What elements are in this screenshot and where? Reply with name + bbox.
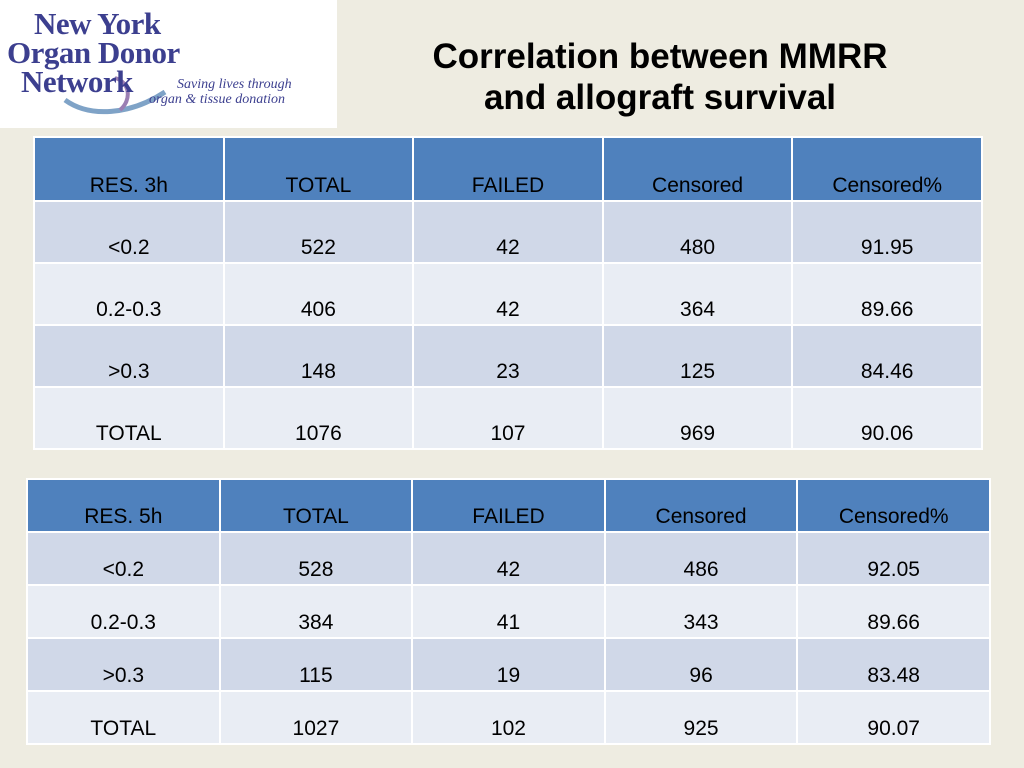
header-cell: FAILED xyxy=(412,136,604,202)
table-cell: 528 xyxy=(218,531,414,586)
table-cell: 1076 xyxy=(222,386,415,450)
table-cell: 115 xyxy=(218,637,414,692)
logo-line-2: Organ Donor xyxy=(7,35,180,70)
header-cell: Censored xyxy=(601,136,794,202)
table-cell: TOTAL xyxy=(33,386,225,450)
table-cell: 83.48 xyxy=(796,637,991,692)
table-cell: 364 xyxy=(601,262,794,326)
table-cell: 90.06 xyxy=(791,386,983,450)
title-line-2: and allograft survival xyxy=(483,78,837,117)
table-row: <0.2 528 42 486 92.05 xyxy=(26,531,991,586)
table-cell: 23 xyxy=(412,324,604,388)
table-cell: 96 xyxy=(603,637,799,692)
table-cell: 92.05 xyxy=(796,531,991,586)
organization-logo: New York Organ Donor Network Saving live… xyxy=(0,0,337,128)
logo-tagline-1: Saving lives through xyxy=(177,77,292,92)
slide-title: Correlation between MMRR and allograft s… xyxy=(380,36,940,118)
table-row: 0.2-0.3 384 41 343 89.66 xyxy=(26,584,991,639)
table-cell: 102 xyxy=(411,690,606,745)
title-line-1: Correlation between MMRR xyxy=(432,37,888,76)
res-5h-table: RES. 5h TOTAL FAILED Censored Censored% … xyxy=(26,478,991,745)
table-cell: 0.2-0.3 xyxy=(33,262,225,326)
table-row: 0.2-0.3 406 42 364 89.66 xyxy=(33,262,983,326)
logo-line-3: Network xyxy=(21,64,133,99)
table-cell: 125 xyxy=(601,324,794,388)
table-cell: >0.3 xyxy=(33,324,225,388)
table-cell: 486 xyxy=(603,531,799,586)
table-row: >0.3 148 23 125 84.46 xyxy=(33,324,983,388)
table-cell: 480 xyxy=(601,200,794,264)
logo-tagline-2: organ & tissue donation xyxy=(149,92,285,107)
table-cell: TOTAL xyxy=(26,690,221,745)
table-cell: <0.2 xyxy=(26,531,221,586)
header-cell: Censored% xyxy=(796,478,991,533)
table-cell: 107 xyxy=(412,386,604,450)
table-cell: 343 xyxy=(603,584,799,639)
table-cell: 42 xyxy=(411,531,606,586)
table-cell: 89.66 xyxy=(791,262,983,326)
table-row: TOTAL 1076 107 969 90.06 xyxy=(33,386,983,450)
table-cell: 42 xyxy=(412,200,604,264)
header-cell: Censored% xyxy=(791,136,983,202)
table-cell: 0.2-0.3 xyxy=(26,584,221,639)
table-cell: 148 xyxy=(222,324,415,388)
table-header-row: RES. 5h TOTAL FAILED Censored Censored% xyxy=(26,478,991,533)
header-cell: FAILED xyxy=(411,478,606,533)
table-cell: 90.07 xyxy=(796,690,991,745)
table-cell: 1027 xyxy=(218,690,414,745)
table-cell: 91.95 xyxy=(791,200,983,264)
table-cell: 84.46 xyxy=(791,324,983,388)
table-cell: >0.3 xyxy=(26,637,221,692)
table-cell: 925 xyxy=(603,690,799,745)
header-cell: TOTAL xyxy=(222,136,415,202)
table-row: <0.2 522 42 480 91.95 xyxy=(33,200,983,264)
table-cell: 41 xyxy=(411,584,606,639)
table-cell: 89.66 xyxy=(796,584,991,639)
ribbon-swoosh-icon xyxy=(63,76,167,115)
header-cell: Censored xyxy=(603,478,799,533)
header-cell: RES. 3h xyxy=(33,136,225,202)
logo-line-1: New York xyxy=(34,6,161,41)
header-cell: TOTAL xyxy=(218,478,414,533)
table-cell: 42 xyxy=(412,262,604,326)
table-cell: 406 xyxy=(222,262,415,326)
table-cell: 384 xyxy=(218,584,414,639)
table-header-row: RES. 3h TOTAL FAILED Censored Censored% xyxy=(33,136,983,202)
res-3h-table: RES. 3h TOTAL FAILED Censored Censored% … xyxy=(33,136,983,450)
table-row: >0.3 115 19 96 83.48 xyxy=(26,637,991,692)
table-cell: <0.2 xyxy=(33,200,225,264)
table-cell: 522 xyxy=(222,200,415,264)
table-cell: 19 xyxy=(411,637,606,692)
header-cell: RES. 5h xyxy=(26,478,221,533)
table-cell: 969 xyxy=(601,386,794,450)
table-row: TOTAL 1027 102 925 90.07 xyxy=(26,690,991,745)
